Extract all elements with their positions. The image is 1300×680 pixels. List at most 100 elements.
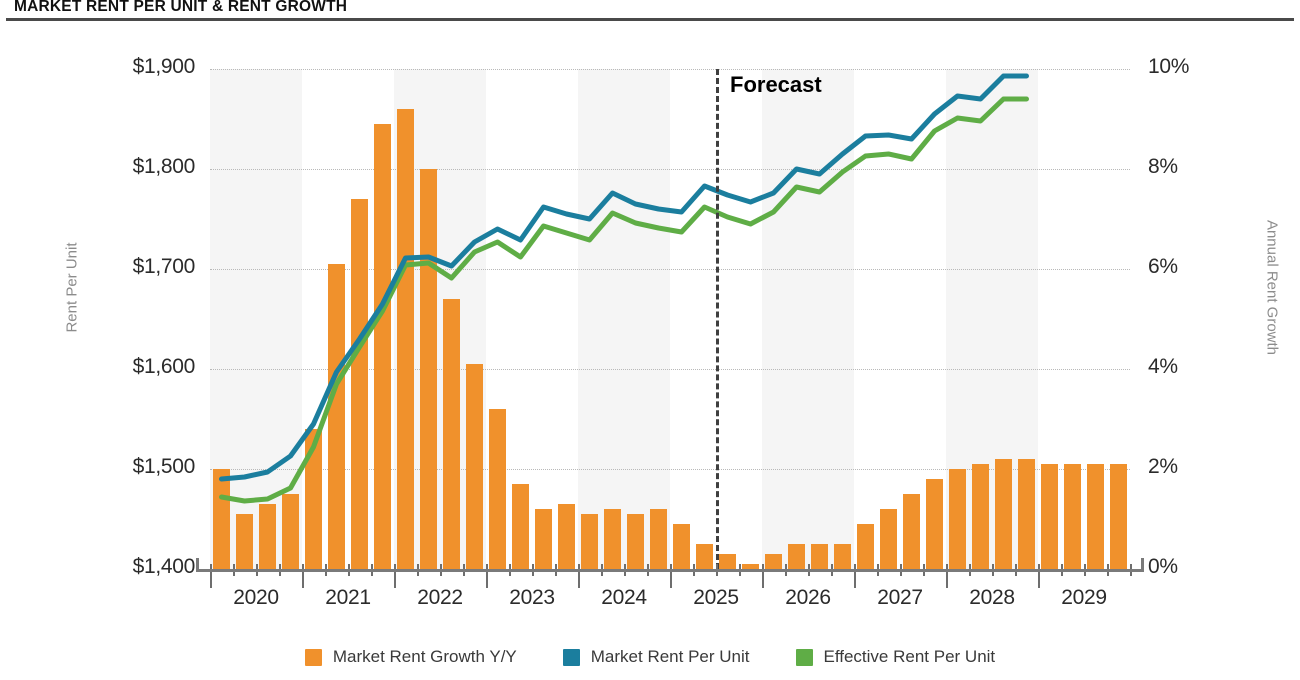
gridline <box>210 69 1130 70</box>
bar <box>511 484 529 569</box>
x-axis-line <box>196 569 1144 572</box>
bar <box>925 479 943 569</box>
x-axis-tick-label: 2029 <box>1061 586 1107 609</box>
y-axis-right-tick-label: 10% <box>1148 55 1190 78</box>
forecast-divider-line <box>716 69 719 569</box>
gridline <box>210 369 1130 370</box>
bar <box>1063 464 1081 569</box>
x-axis-tick-label: 2022 <box>417 586 463 609</box>
x-axis-tick-label: 2027 <box>877 586 923 609</box>
bar <box>1109 464 1127 569</box>
chart-legend: Market Rent Growth Y/Y Market Rent Per Un… <box>0 640 1300 674</box>
x-axis-tick-label: 2026 <box>785 586 831 609</box>
y-axis-left-tick-label: $1,800 <box>132 155 196 178</box>
bar <box>695 544 713 569</box>
bar <box>856 524 874 569</box>
bar <box>557 504 575 569</box>
bar <box>603 509 621 569</box>
x-axis-tick-label: 2020 <box>233 586 279 609</box>
x-axis-year-tick <box>670 572 672 588</box>
bar <box>350 199 368 569</box>
x-axis-tick-label: 2028 <box>969 586 1015 609</box>
plot-area <box>210 69 1130 570</box>
y-axis-left-tick-label: $1,400 <box>132 555 196 578</box>
x-axis-year-tick <box>210 572 212 588</box>
legend-item[interactable]: Market Rent Growth Y/Y <box>304 647 517 667</box>
chart-header: MARKET RENT PER UNIT & RENT GROWTH <box>0 0 1300 22</box>
x-axis-year-tick <box>578 572 580 588</box>
y-axis-left-tick-label: $1,900 <box>132 55 196 78</box>
bar <box>534 509 552 569</box>
bar <box>948 469 966 569</box>
x-axis-tick-label: 2021 <box>325 586 371 609</box>
x-axis-year-tick <box>762 572 764 588</box>
gridline <box>210 169 1130 170</box>
bar <box>488 409 506 569</box>
bar <box>902 494 920 569</box>
y-axis-right-tick-label: 4% <box>1148 355 1178 378</box>
bar <box>258 504 276 569</box>
legend-swatch-icon <box>562 648 580 666</box>
year-band <box>762 69 854 569</box>
bar <box>419 169 437 569</box>
bar <box>580 514 598 569</box>
x-axis-right-cap <box>1141 558 1144 572</box>
bar <box>672 524 690 569</box>
y-axis-left-title: Rent Per Unit <box>63 242 81 333</box>
legend-label: Effective Rent Per Unit <box>823 647 996 666</box>
y-axis-right-tick-label: 2% <box>1148 455 1178 478</box>
bar <box>1086 464 1104 569</box>
bar <box>327 264 345 569</box>
line-series-layer <box>219 73 1029 504</box>
y-axis-right-tick-label: 0% <box>1148 555 1178 578</box>
bar <box>810 544 828 569</box>
gridline <box>210 469 1130 470</box>
bar <box>465 364 483 569</box>
bar <box>442 299 460 569</box>
x-axis-left-cap <box>196 558 199 572</box>
bar <box>304 429 322 569</box>
legend-swatch-icon <box>795 648 813 666</box>
x-axis-year-tick <box>394 572 396 588</box>
bar <box>281 494 299 569</box>
bar <box>833 544 851 569</box>
x-axis-tick-label: 2025 <box>693 586 739 609</box>
bar <box>879 509 897 569</box>
gridline <box>210 269 1130 270</box>
legend-label: Market Rent Per Unit <box>590 647 750 666</box>
bar <box>235 514 253 569</box>
bar <box>994 459 1012 569</box>
bar <box>971 464 989 569</box>
bar <box>626 514 644 569</box>
bar <box>741 564 759 569</box>
legend-item[interactable]: Effective Rent Per Unit <box>795 647 996 667</box>
header-divider <box>6 18 1294 21</box>
bar <box>764 554 782 569</box>
x-axis-tick-label: 2023 <box>509 586 555 609</box>
x-axis-year-tick <box>946 572 948 588</box>
y-axis-left-tick-label: $1,600 <box>132 355 196 378</box>
y-axis-right-title: Annual Rent Growth <box>1263 219 1281 356</box>
bar <box>1017 459 1035 569</box>
bar <box>373 124 391 569</box>
x-axis-tick-label: 2024 <box>601 586 647 609</box>
x-axis-year-tick <box>302 572 304 588</box>
y-axis-left-tick-label: $1,700 <box>132 255 196 278</box>
y-axis-right-tick-label: 8% <box>1148 155 1178 178</box>
bar <box>718 554 736 569</box>
x-axis-year-tick <box>1038 572 1040 588</box>
x-axis-year-tick <box>486 572 488 588</box>
legend-swatch-icon <box>304 648 322 666</box>
legend-item[interactable]: Market Rent Per Unit <box>562 647 750 667</box>
bar <box>649 509 667 569</box>
bar <box>396 109 414 569</box>
y-axis-left-tick-label: $1,500 <box>132 455 196 478</box>
year-band <box>578 69 670 569</box>
bar <box>212 469 230 569</box>
y-axis-right-tick-label: 6% <box>1148 255 1178 278</box>
chart-container: Forecast $1,400 $1,500 $1,600 $1,700 $1,800 $… <box>0 24 1300 632</box>
line-effective-rent-per-unit <box>219 96 1029 504</box>
forecast-label: Forecast <box>730 72 822 97</box>
line-market-rent-per-unit <box>219 73 1029 482</box>
